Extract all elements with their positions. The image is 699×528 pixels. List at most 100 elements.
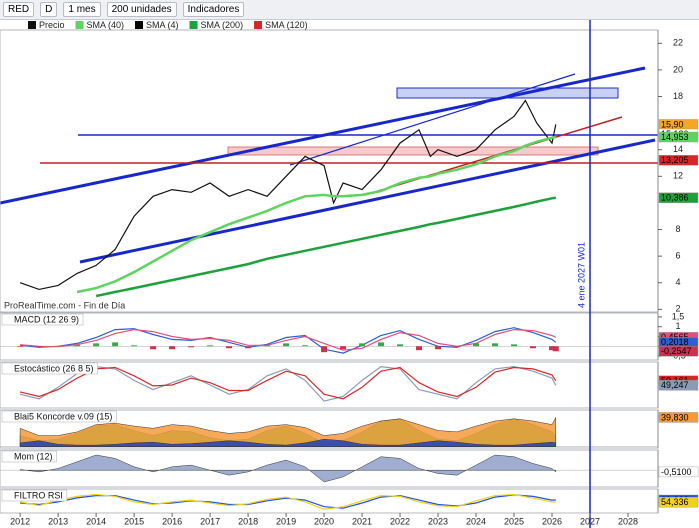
panel-title: MACD (12 26 9) — [14, 314, 79, 324]
x-tick-label: 2015 — [124, 516, 144, 526]
y-tick-label: 18 — [673, 91, 683, 101]
panel-title: Mom (12) — [14, 451, 53, 461]
histogram-bar — [283, 343, 290, 347]
x-tick-label: 2013 — [48, 516, 68, 526]
histogram-bar — [511, 344, 518, 347]
histogram-bar — [188, 346, 195, 348]
toolbar: RED D 1 mes 200 unidades Indicadores — [0, 0, 699, 20]
daily-button[interactable]: D — [40, 2, 58, 17]
histogram-bar — [264, 345, 271, 347]
histogram-bar — [378, 342, 385, 347]
interval-button[interactable]: 1 mes — [63, 2, 101, 17]
line — [19, 365, 557, 402]
area — [19, 417, 557, 447]
panel-title: Estocástico (26 8 5) — [14, 363, 94, 373]
histogram-bar — [245, 346, 252, 349]
y-tick-label: 22 — [673, 38, 683, 48]
histogram-bar — [93, 343, 100, 347]
area — [19, 454, 557, 483]
value-tag-label: 49,247 — [661, 380, 689, 390]
legend-label: SMA (40) — [87, 20, 125, 30]
legend-label: SMA (4) — [146, 20, 179, 30]
y-tick-label: 2 — [675, 304, 680, 314]
histogram-bar — [530, 346, 537, 349]
x-tick-label: 2028 — [618, 516, 638, 526]
histogram-bar — [416, 346, 423, 351]
source: ProRealTime.com - Fin de Día — [4, 300, 125, 310]
value-tag — [658, 380, 699, 391]
trend-line — [79, 138, 656, 264]
price-line — [19, 99, 557, 291]
histogram-bar — [552, 346, 559, 352]
histogram-bar — [340, 346, 347, 350]
area — [19, 438, 557, 447]
histogram-bar — [131, 345, 138, 347]
histogram-bar — [549, 346, 556, 351]
x-tick-label: 2012 — [10, 516, 30, 526]
x-tick-label: 2025 — [504, 516, 524, 526]
x-tick-label: 2019 — [276, 516, 296, 526]
symbol-button[interactable]: RED — [3, 2, 35, 17]
legend-swatch — [135, 21, 144, 29]
x-tick-label: 2016 — [162, 516, 182, 526]
y-tick-label: 12 — [673, 171, 683, 181]
value-tag-label: -0,5100 — [661, 467, 692, 477]
value-tag-label: 39,830 — [661, 412, 689, 422]
histogram-bar — [397, 344, 404, 347]
histogram-bar — [321, 346, 328, 353]
histogram-bar — [150, 346, 157, 350]
panel-title-box — [1, 362, 98, 375]
histogram-bar — [492, 343, 499, 347]
panel-title: Blai5 Koncorde v.09 (15) — [14, 411, 112, 421]
date-label: 4 ene 2027 W01 — [576, 242, 586, 308]
x-tick-label: 2020 — [314, 516, 334, 526]
legend-swatch — [254, 21, 263, 29]
x-tick-label: 2017 — [200, 516, 220, 526]
line — [20, 327, 557, 354]
legend-label: Precio — [39, 20, 65, 30]
legend-swatch — [28, 21, 36, 29]
x-tick-label: 2024 — [466, 516, 486, 526]
histogram-bar — [36, 346, 43, 348]
x-tick-label: 2022 — [390, 516, 410, 526]
value-tag-label: 54,336 — [661, 497, 689, 507]
value-tag — [658, 131, 699, 143]
panel-title-box — [1, 313, 84, 326]
value-tag-label: 15,90 — [661, 119, 684, 129]
histogram-bar — [17, 346, 24, 347]
zone — [227, 146, 599, 156]
histogram-bar — [169, 346, 176, 350]
value-tag — [658, 496, 699, 508]
panel-title-box — [1, 410, 117, 423]
histogram-bar — [74, 344, 81, 347]
y-tick-label: 1,5 — [672, 311, 685, 321]
indicators-button[interactable]: Indicadores — [182, 2, 245, 17]
panel-title: FILTRO RSI — [14, 490, 63, 500]
value-tag-label: 10,386 — [661, 193, 689, 203]
x-tick-label: 2014 — [86, 516, 106, 526]
value-tag — [658, 346, 699, 357]
value-tag-label: -0,2547 — [661, 346, 692, 356]
legend-label: SMA (120) — [265, 20, 308, 30]
y-tick-label: 1 — [675, 321, 680, 331]
units-button[interactable]: 200 unidades — [106, 2, 177, 17]
histogram-bar — [359, 343, 366, 347]
value-tag — [658, 155, 699, 166]
y-tick-label: 6 — [675, 251, 680, 261]
panel-title-box — [1, 450, 57, 463]
legend-swatch — [189, 21, 198, 29]
y-tick-label: 8 — [675, 224, 680, 234]
x-tick-label: 2021 — [352, 516, 372, 526]
value-tag — [658, 192, 699, 203]
y-tick-label: 14 — [673, 144, 683, 154]
histogram-bar — [112, 342, 119, 347]
drawings — [0, 66, 658, 264]
line — [76, 135, 557, 294]
value-tag — [658, 466, 699, 478]
x-tick-label: 2026 — [542, 516, 562, 526]
legend-swatch — [75, 21, 84, 29]
x-tick-label: 2023 — [428, 516, 448, 526]
histogram-bar — [435, 346, 442, 350]
y-tick-label: 20 — [673, 64, 683, 74]
line — [19, 366, 557, 400]
